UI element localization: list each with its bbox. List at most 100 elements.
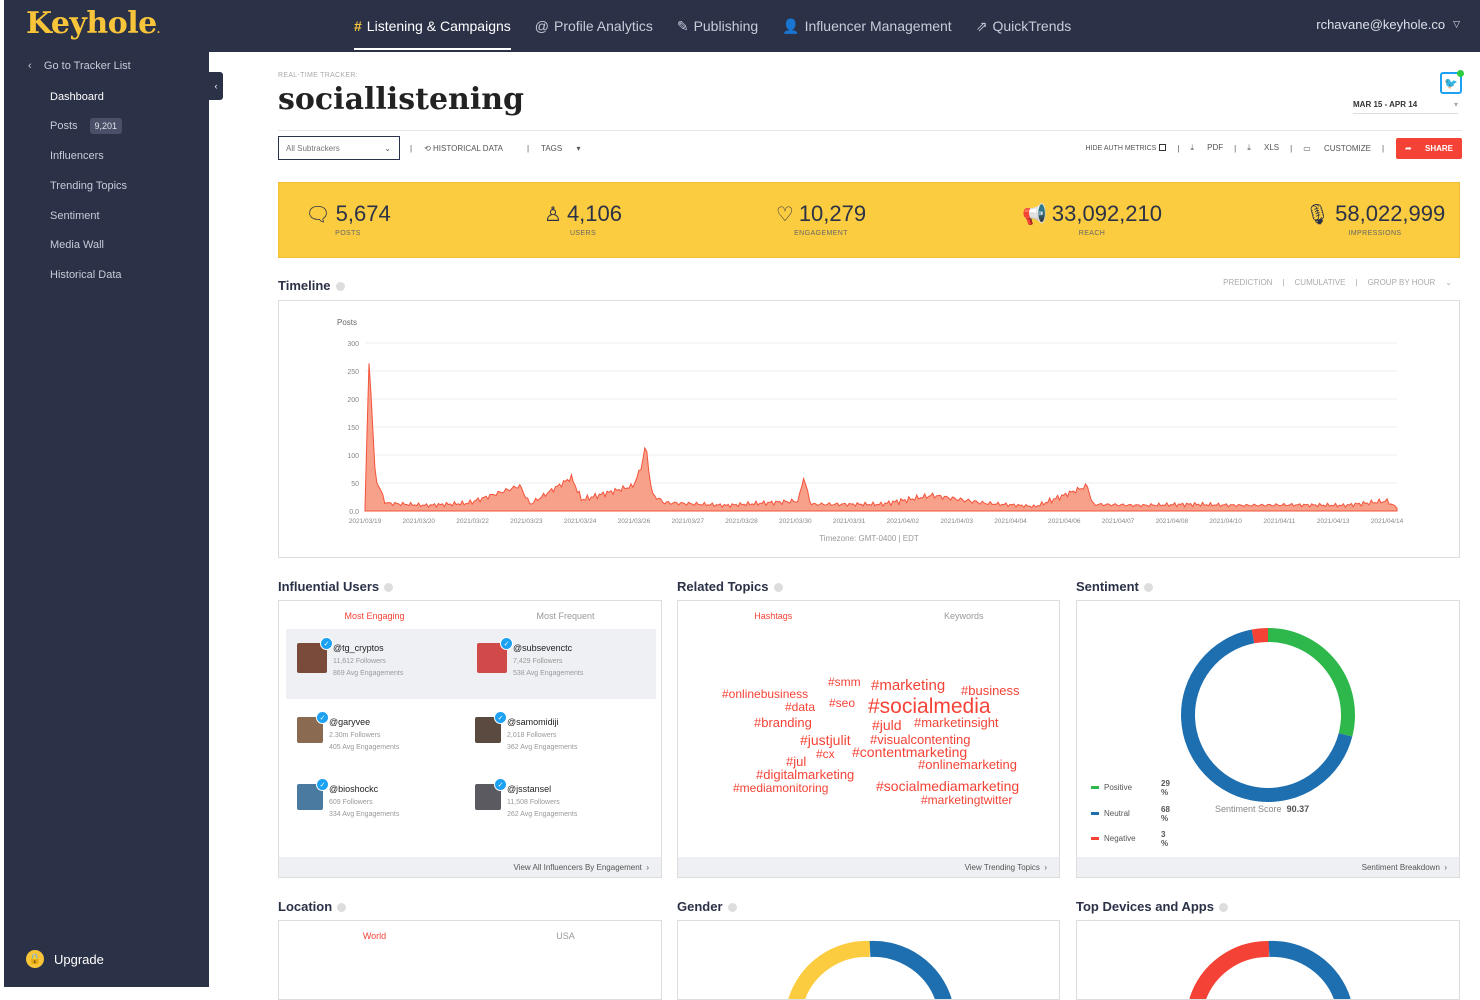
- x-tick-label: 2021/03/26: [618, 518, 651, 525]
- nav-profile-analytics[interactable]: @ Profile Analytics: [534, 18, 653, 34]
- prediction-toggle[interactable]: PREDICTION: [1223, 278, 1273, 287]
- nav-quicktrends[interactable]: ⇗ QuickTrends: [975, 17, 1072, 35]
- view-trending-topics-link[interactable]: View Trending Topics ›: [678, 857, 1059, 877]
- group-by-hour-toggle[interactable]: GROUP BY HOUR: [1367, 278, 1436, 287]
- sidebar-item-trending-topics[interactable]: Trending Topics: [50, 180, 128, 192]
- share-button[interactable]: ➦ SHARE: [1396, 137, 1462, 159]
- nav-publishing[interactable]: ✎ Publishing: [676, 17, 759, 35]
- sidebar-collapse-button[interactable]: ‹: [209, 72, 223, 100]
- twitter-icon[interactable]: 🐦: [1440, 70, 1464, 94]
- pdf-button[interactable]: ⤓ PDF: [1190, 143, 1224, 152]
- tracker-label: REAL-TIME TRACKER:: [278, 72, 358, 79]
- user-menu[interactable]: rchavane@keyhole.co ▽: [1316, 16, 1460, 32]
- hashtag[interactable]: #mediamonitoring: [733, 781, 829, 795]
- at-icon: @: [534, 18, 549, 34]
- chat-icon: 🗨: [305, 203, 331, 226]
- x-tick-label: 2021/03/20: [403, 518, 436, 525]
- sidebar-item-sentiment[interactable]: Sentiment: [50, 210, 100, 222]
- sidebar-item-influencers[interactable]: Influencers: [50, 150, 104, 162]
- hashtag[interactable]: #marketingtwitter: [921, 793, 1013, 807]
- hashtag[interactable]: #justjulit: [800, 732, 851, 748]
- view-all-influencers-link[interactable]: View All Influencers By Engagement ›: [279, 857, 661, 877]
- trend-icon: ⇗: [975, 17, 988, 34]
- hashtag[interactable]: #seo: [829, 696, 856, 710]
- nav-influencer-management[interactable]: 👤 Influencer Management: [782, 17, 952, 35]
- divider: [278, 130, 1462, 131]
- tab-most-frequent[interactable]: Most Frequent: [536, 611, 595, 621]
- upgrade-button[interactable]: 🔒 Upgrade: [26, 950, 104, 968]
- nav-listening-campaigns[interactable]: # Listening & Campaigns: [354, 0, 511, 52]
- tags-dropdown[interactable]: TAGS ▾: [541, 143, 581, 153]
- customize-button[interactable]: ▭ CUSTOMIZE: [1303, 143, 1371, 153]
- xls-button[interactable]: ⤓ XLS: [1247, 143, 1280, 152]
- hashtag[interactable]: #jul: [786, 754, 807, 769]
- sentiment-breakdown-link[interactable]: Sentiment Breakdown ›: [1077, 857, 1459, 877]
- page-title: sociallistening: [278, 82, 525, 117]
- timeline-area: [364, 363, 1398, 512]
- tab-world[interactable]: World: [362, 931, 387, 941]
- hide-auth-metrics-toggle[interactable]: HIDE AUTH METRICS: [1075, 144, 1167, 152]
- hashtag[interactable]: #socialmedia: [868, 695, 991, 718]
- hashtag[interactable]: #onlinebusiness: [722, 687, 809, 701]
- logo[interactable]: Keyhole.: [26, 6, 160, 41]
- hashtag[interactable]: #visualcontenting: [870, 732, 971, 747]
- hashtag[interactable]: #juld: [872, 717, 902, 733]
- help-icon: [1218, 903, 1228, 913]
- legend-neutral: Neutral 68 %: [1091, 805, 1170, 823]
- hashtag[interactable]: #branding: [754, 715, 812, 730]
- related-topics-panel: Hashtags Keywords #smm #marketing #busin…: [677, 600, 1060, 878]
- gender-donut[interactable]: [678, 921, 1060, 1000]
- x-tick-label: 2021/03/22: [456, 518, 489, 525]
- kpi-users: ♙ 4,106 USERS: [544, 201, 622, 237]
- chevron-left-icon: ‹: [214, 81, 218, 91]
- sidebar: ‹ Go to Tracker List Dashboard Posts 9,20…: [4, 52, 209, 987]
- hashtag[interactable]: #onlinemarketing: [918, 757, 1018, 772]
- hashtag[interactable]: #digitalmarketing: [756, 767, 855, 782]
- y-tick-label: 300: [347, 341, 359, 348]
- devices-donut[interactable]: [1077, 921, 1460, 1000]
- hashtag[interactable]: #marketing: [871, 677, 946, 694]
- hashtag[interactable]: #business: [961, 683, 1020, 698]
- location-title: Location: [278, 899, 347, 914]
- hashtag[interactable]: #contentmarketing: [852, 744, 968, 760]
- sentiment-donut[interactable]: [1077, 601, 1459, 861]
- timeline-chart[interactable]: Posts 0.0 50 100 150 200 250 300 2021/03/19 2021/…: [279, 301, 1459, 557]
- cumulative-toggle[interactable]: CUMULATIVE: [1294, 278, 1346, 287]
- timeline-title: Timeline: [278, 278, 345, 293]
- y-tick-label: 50: [351, 481, 359, 488]
- tab-most-engaging[interactable]: Most Engaging: [344, 611, 405, 621]
- hashtag[interactable]: #data: [785, 700, 816, 714]
- tab-hashtags[interactable]: Hashtags: [754, 611, 793, 621]
- sentiment-panel: Positive 29 % Neutral 68 % Negative 3 % Sen…: [1076, 600, 1460, 878]
- go-to-tracker-list[interactable]: ‹ Go to Tracker List: [28, 60, 131, 72]
- historical-data-button[interactable]: ⟲ HISTORICAL DATA: [424, 143, 503, 153]
- donut-slice-negative: [1251, 628, 1269, 644]
- x-tick-label: 2021/04/10: [1209, 518, 1242, 525]
- hashtag[interactable]: #marketinsight: [914, 715, 999, 730]
- megaphone-icon: 📢: [1021, 203, 1047, 226]
- x-tick-label: 2021/04/08: [1156, 518, 1189, 525]
- kpi-reach: 📢 33,092,210 REACH: [1021, 201, 1162, 237]
- legend-positive: Positive 29 %: [1091, 779, 1170, 797]
- subtracker-select[interactable]: All Subtrackers ⌄: [278, 136, 400, 160]
- tab-keywords[interactable]: Keywords: [943, 611, 984, 621]
- user-icon: ♙: [544, 203, 562, 226]
- main-content: REAL-TIME TRACKER: sociallistening 🐦 MAR…: [278, 52, 1464, 1000]
- sidebar-item-posts[interactable]: Posts 9,201: [50, 118, 123, 134]
- sidebar-item-historical-data[interactable]: Historical Data: [50, 269, 122, 281]
- hashtag[interactable]: #cx: [816, 747, 835, 761]
- x-tick-label: 2021/03/19: [349, 518, 382, 525]
- date-range-picker[interactable]: MAR 15 - APR 14 ▾: [1353, 100, 1458, 114]
- hashtag[interactable]: #smm: [828, 675, 861, 689]
- sidebar-item-dashboard[interactable]: Dashboard: [50, 91, 104, 103]
- hashtag[interactable]: #socialmediamarketing: [876, 778, 1020, 794]
- x-tick-label: 2021/03/28: [725, 518, 758, 525]
- tab-usa[interactable]: USA: [556, 931, 575, 941]
- sidebar-item-media-wall[interactable]: Media Wall: [50, 239, 104, 251]
